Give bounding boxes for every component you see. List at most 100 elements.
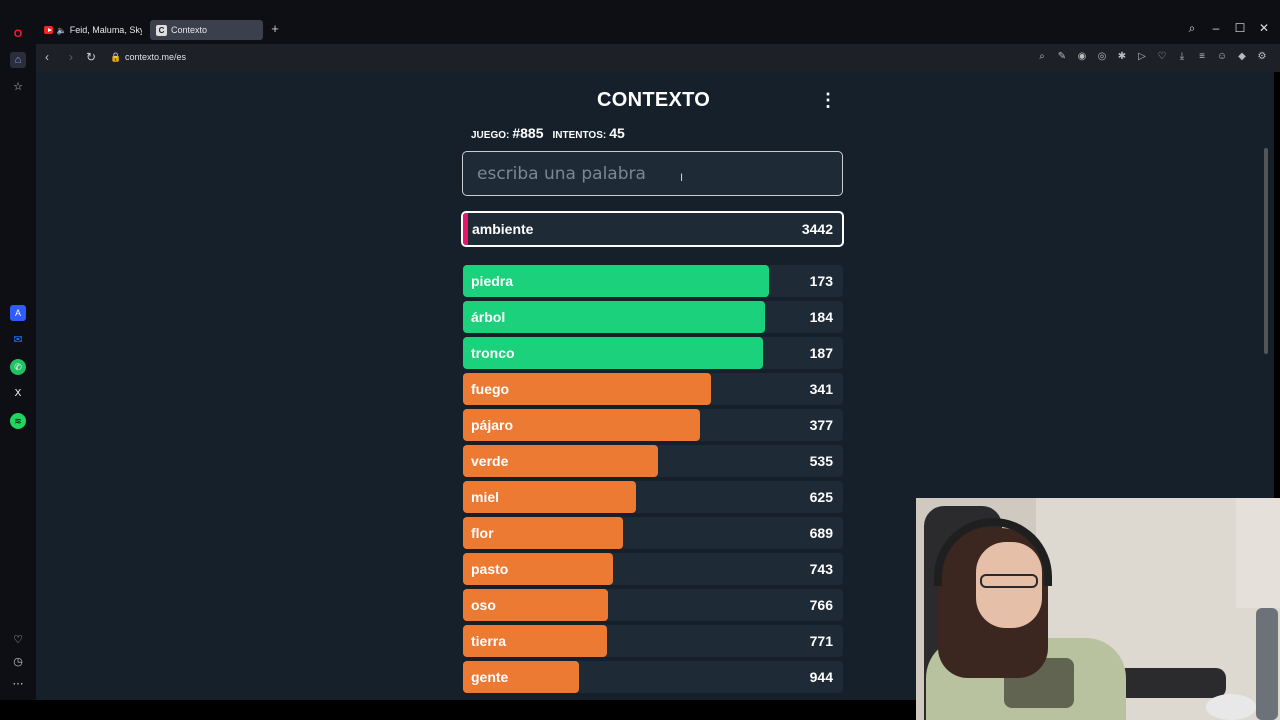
guess-word: piedra	[471, 273, 514, 289]
guess-rank: 173	[809, 273, 833, 289]
x-icon[interactable]: X	[14, 388, 22, 399]
tab-label: Feid, Maluma, Sky - Fi	[69, 25, 142, 35]
kebab-menu-icon[interactable]: ⋮	[819, 90, 837, 110]
guess-rank: 766	[809, 597, 833, 613]
star-icon[interactable]: ☆	[13, 81, 23, 93]
guess-list: piedra 173 árbol 184 tronco 187 fuego 341 pájaro…	[463, 265, 843, 697]
proximity-bar	[463, 517, 623, 549]
url-field[interactable]: contexto.me/es	[125, 52, 187, 62]
guess-word: pasto	[471, 561, 509, 577]
guess-rank: 689	[809, 525, 833, 541]
guess-row: fuego 341	[463, 373, 843, 405]
guess-word: tierra	[471, 633, 507, 649]
profile-icon[interactable]: ☺	[1216, 51, 1228, 62]
home-icon[interactable]: ⌂	[10, 52, 26, 68]
camera-icon[interactable]: ◉	[1077, 51, 1087, 62]
proximity-bar	[463, 445, 658, 477]
tab-youtube[interactable]: 🔈 Feid, Maluma, Sky - Fi	[38, 20, 148, 40]
current-guess-accent	[463, 213, 468, 245]
settings-icon[interactable]: ⚙	[1257, 51, 1267, 62]
proximity-bar	[463, 553, 613, 585]
zoom-icon[interactable]: ⌕	[1039, 51, 1045, 62]
forward-icon[interactable]: ›	[69, 50, 73, 64]
edit-icon[interactable]: ✎	[1057, 51, 1067, 62]
guess-rank: 743	[809, 561, 833, 577]
proximity-bar	[463, 301, 765, 333]
guess-word: oso	[471, 597, 496, 613]
close-icon[interactable]: ✕	[1258, 21, 1270, 35]
guess-rank: 944	[809, 669, 833, 685]
guess-row: pasto 743	[463, 553, 843, 585]
game-stats: JUEGO: #885 INTENTOS: 45	[471, 125, 634, 141]
webcam-overlay	[916, 498, 1280, 720]
guess-rank: 377	[809, 417, 833, 433]
back-icon[interactable]: ‹	[45, 50, 49, 64]
proximity-bar	[463, 661, 579, 693]
download-icon[interactable]: ⤓	[1179, 51, 1185, 62]
diamond-icon[interactable]: ◆	[1238, 51, 1246, 62]
proximity-bar	[463, 373, 711, 405]
youtube-icon	[44, 26, 53, 34]
attempts-count: 45	[609, 125, 625, 141]
play-icon[interactable]: ▷	[1138, 51, 1146, 62]
guess-word: verde	[471, 453, 509, 469]
more-dots-icon[interactable]: ⋯	[12, 678, 24, 690]
text-cursor-icon: I	[680, 172, 684, 184]
guess-word: gente	[471, 669, 509, 685]
guess-rank: 341	[809, 381, 833, 397]
word-input[interactable]	[462, 151, 843, 196]
guess-row: miel 625	[463, 481, 843, 513]
proximity-bar	[463, 625, 607, 657]
history-clock-icon[interactable]: ◷	[13, 656, 23, 668]
guess-word: tronco	[471, 345, 515, 361]
messenger-icon[interactable]: ✉	[13, 334, 23, 346]
heart-icon[interactable]: ♡	[13, 634, 23, 646]
minimize-icon[interactable]: –	[1212, 21, 1220, 35]
proximity-bar	[463, 409, 700, 441]
guess-rank: 771	[809, 633, 833, 649]
guess-row: oso 766	[463, 589, 843, 621]
proximity-bar	[463, 265, 769, 297]
guess-row: gente 944	[463, 661, 843, 693]
guess-rank: 535	[809, 453, 833, 469]
attempts-label: INTENTOS:	[552, 130, 607, 141]
heart-icon[interactable]: ♡	[1157, 51, 1167, 62]
current-guess-rank: 3442	[801, 221, 833, 237]
guess-rank: 625	[809, 489, 833, 505]
maximize-icon[interactable]: ☐	[1234, 21, 1246, 35]
guess-word: árbol	[471, 309, 506, 325]
scrollbar[interactable]	[1264, 148, 1268, 354]
proximity-bar	[463, 589, 608, 621]
address-bar: ‹ › ↻ 🔒 contexto.me/es ⌕ ✎ ◉ ◎ ✱ ▷ ♡ ⤓ ≡…	[36, 44, 1280, 72]
page-title: CONTEXTO	[597, 89, 711, 111]
proximity-bar	[463, 481, 636, 513]
toolbar-icons: ⌕ ✎ ◉ ◎ ✱ ▷ ♡ ⤓ ≡ ☺ ◆ ⚙	[1036, 50, 1268, 64]
current-guess: ambiente 3442	[461, 211, 844, 247]
aria-icon[interactable]: A	[10, 305, 26, 321]
proximity-bar	[463, 337, 763, 369]
opera-logo-icon[interactable]: O	[13, 28, 23, 40]
speaker-icon[interactable]: 🔈	[56, 25, 67, 35]
browser-tab-bar: 🔈 Feid, Maluma, Sky - Fi C Contexto + ⌕ …	[0, 0, 1280, 44]
whatsapp-icon[interactable]: ✆	[10, 359, 26, 375]
guess-row: flor 689	[463, 517, 843, 549]
vpn-icon[interactable]: ◎	[1097, 51, 1107, 62]
current-guess-word: ambiente	[472, 221, 534, 237]
guess-word: flor	[471, 525, 494, 541]
guess-row: tronco 187	[463, 337, 843, 369]
tab-label: Contexto	[171, 25, 208, 35]
extension-icon[interactable]: ✱	[1117, 51, 1127, 62]
guess-row: árbol 184	[463, 301, 843, 333]
browser-search-icon[interactable]: ⌕	[1188, 21, 1196, 35]
guess-word: pájaro	[471, 417, 514, 433]
guess-row: tierra 771	[463, 625, 843, 657]
new-tab-plus-icon[interactable]: +	[271, 21, 279, 36]
game-number: #885	[512, 125, 544, 141]
reload-icon[interactable]: ↻	[85, 50, 97, 64]
lock-icon: 🔒	[110, 52, 122, 62]
spotify-icon[interactable]: ≋	[10, 413, 26, 429]
tab-contexto[interactable]: C Contexto	[150, 20, 263, 40]
menu-icon[interactable]: ≡	[1199, 51, 1205, 62]
guess-word: fuego	[471, 381, 510, 397]
guess-rank: 184	[809, 309, 833, 325]
